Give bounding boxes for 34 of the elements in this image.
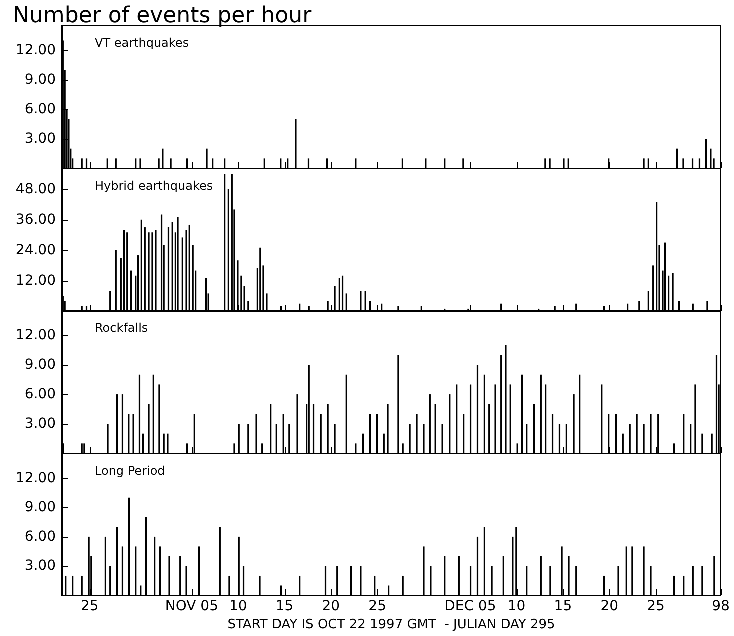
y-tick-label: 24.00 (16, 242, 56, 258)
y-tick-label: 9.00 (24, 72, 56, 88)
y-tick-label: 3.00 (24, 131, 56, 148)
y-tick-label: 6.00 (24, 102, 56, 118)
x-tick-label: 98 (712, 598, 730, 614)
x-tick-label: 15 (276, 598, 294, 614)
y-tick-label: 6.00 (24, 386, 56, 403)
y-tick-label: 9.00 (24, 357, 56, 374)
text: VT earthquakes (95, 36, 190, 50)
text: Rockfalls (95, 321, 148, 335)
y-tick-label: 12.00 (16, 42, 56, 59)
x-tick-label: 25 (647, 598, 665, 614)
text: Long Period (95, 464, 166, 478)
y-tick-label: 3.00 (24, 558, 56, 574)
chart-title: Number of events per hour (13, 4, 313, 28)
x-tick-label: DEC 05 (444, 598, 496, 614)
x-tick-label: 25 (368, 598, 386, 614)
y-tick-label: 12.00 (16, 328, 56, 344)
series-label: Hybrid earthquakes (95, 178, 214, 192)
x-tick-label: 20 (600, 598, 619, 614)
x-tick-label: 15 (554, 598, 572, 614)
y-tick-label: 9.00 (24, 499, 56, 516)
x-tick-label: 25 (80, 598, 99, 614)
x-tick-label: 10 (508, 598, 526, 614)
y-tick-label: 3.00 (24, 416, 56, 432)
y-tick-label: 36.00 (16, 211, 56, 228)
x-tick-label: 10 (229, 598, 248, 614)
x-axis-title: START DAY IS OCT 22 1997 GMT - JULIAN DAY 295 (228, 617, 556, 632)
x-tick-label: 20 (322, 598, 340, 614)
x-tick-label: NOV 05 (165, 598, 218, 614)
y-tick-label: 12.00 (16, 470, 56, 486)
y-tick-label: 6.00 (24, 528, 56, 544)
y-tick-label: 48.00 (16, 180, 56, 197)
y-tick-label: 12.00 (16, 272, 56, 288)
